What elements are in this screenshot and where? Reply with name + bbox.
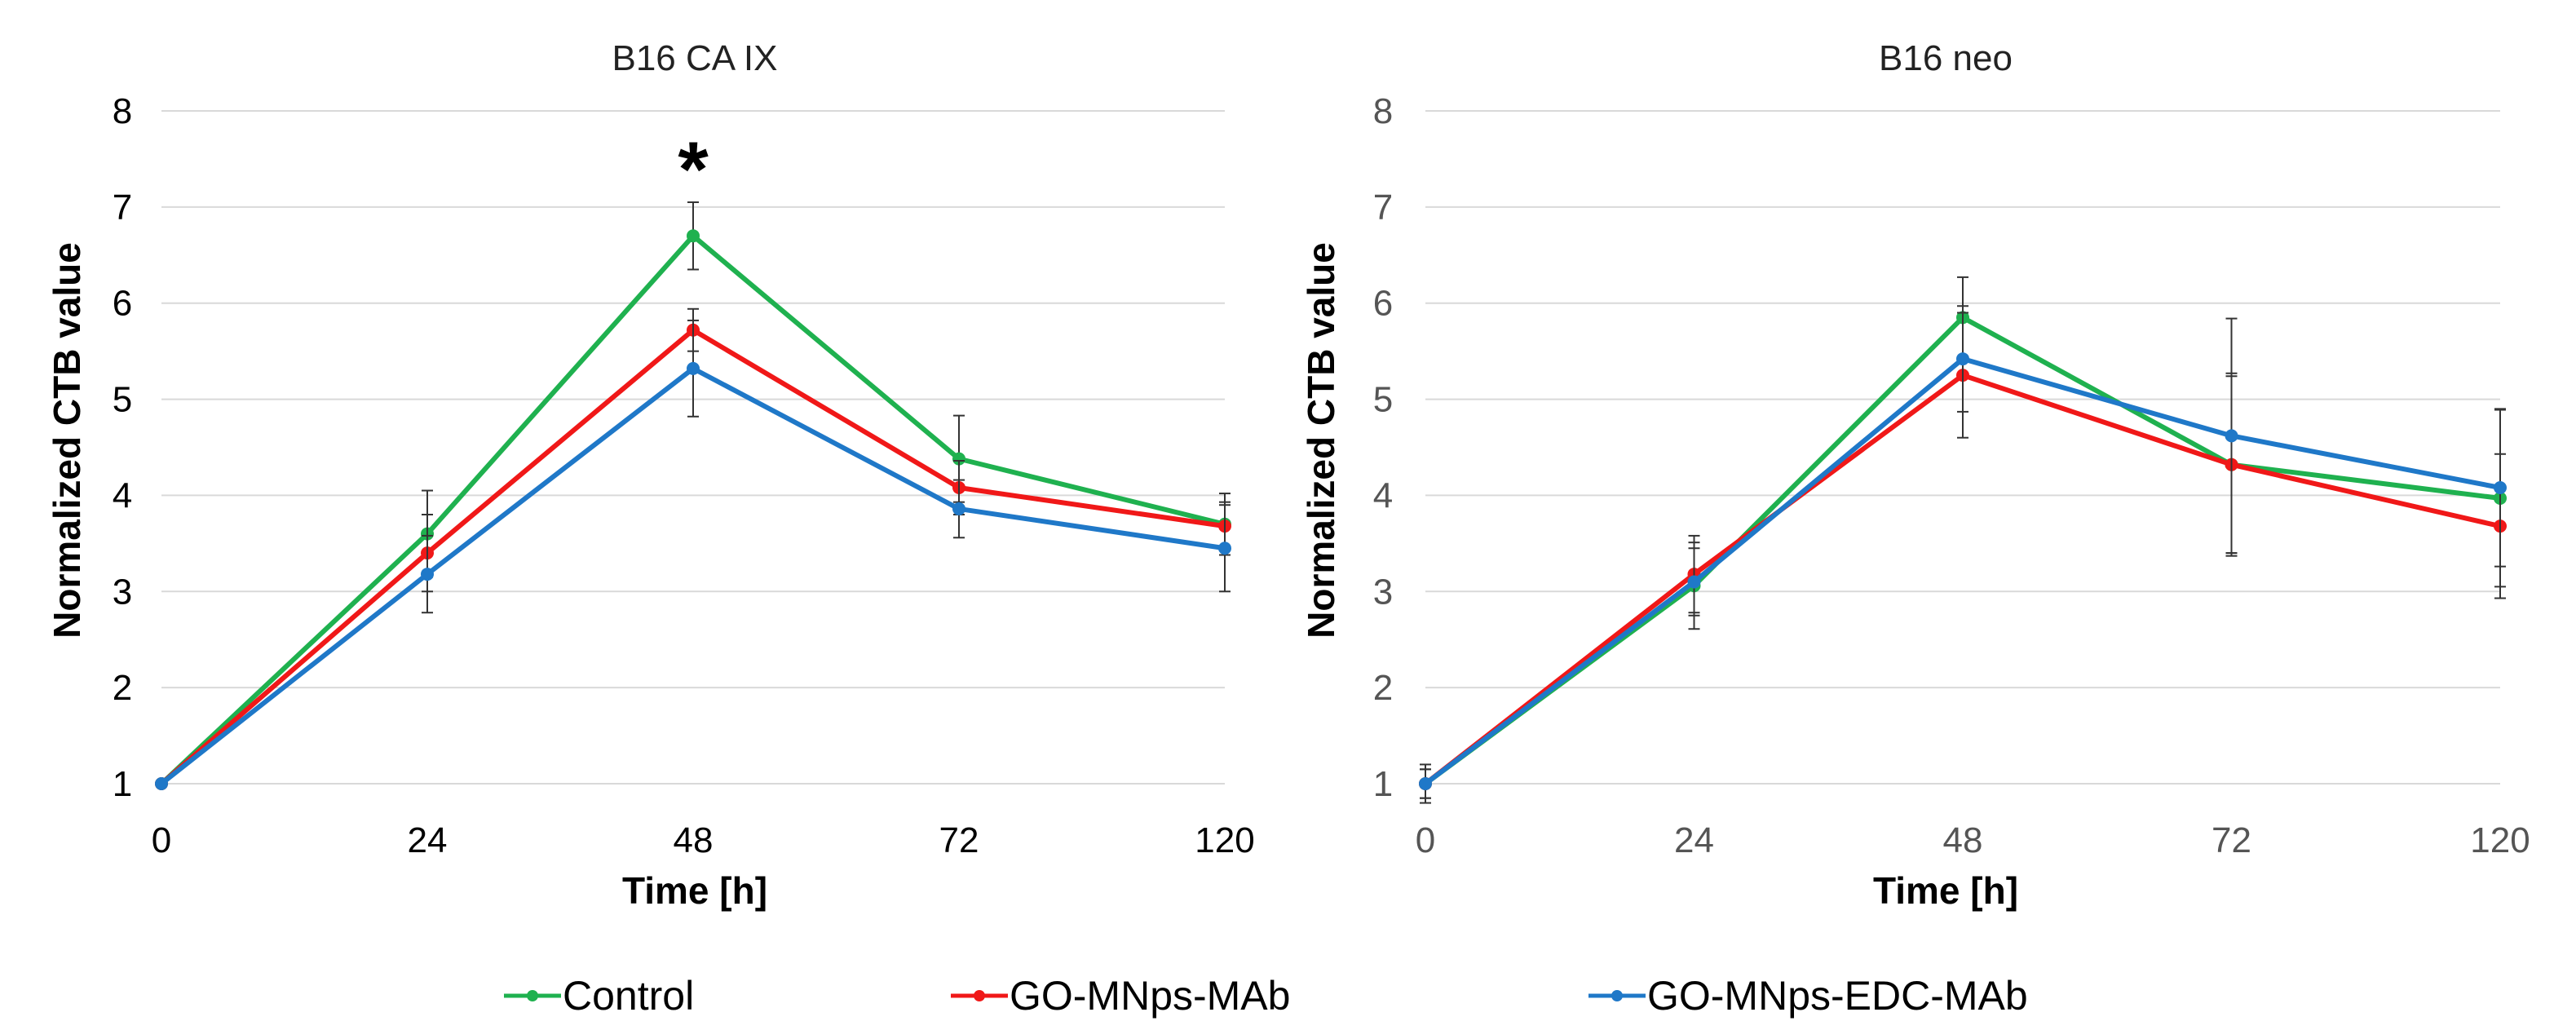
data-point <box>687 229 700 243</box>
legend-item-control: Control <box>504 973 694 1019</box>
x-tick-label: 72 <box>939 820 979 860</box>
y-tick-label: 6 <box>113 284 132 324</box>
data-point <box>952 452 965 466</box>
data-point <box>2494 481 2507 494</box>
y-tick-label: 7 <box>1373 188 1393 228</box>
y-tick-label: 4 <box>1373 475 1393 515</box>
series-layer <box>1419 276 2507 804</box>
legend-marker <box>974 990 985 1001</box>
series-layer <box>155 201 1231 790</box>
y-axis-title: Normalized CTB value <box>46 242 88 639</box>
data-point <box>155 777 168 790</box>
x-tick-label: 0 <box>1416 820 1435 860</box>
x-tick-label: 48 <box>674 820 714 860</box>
chart-title: B16 neo <box>1879 38 2013 78</box>
legend-marker <box>1611 990 1623 1001</box>
x-tick-label: 72 <box>2211 820 2251 860</box>
legend-item-go-mnps-edc-mab: GO-MNps-EDC-MAb <box>1588 973 2028 1019</box>
y-tick-label: 1 <box>113 764 132 804</box>
y-tick-label: 2 <box>1373 668 1393 708</box>
y-tick-label: 5 <box>1373 380 1393 420</box>
x-tick-label: 48 <box>1943 820 1983 860</box>
legend-label: GO-MNps-MAb <box>1010 973 1290 1019</box>
legend: Control GO-MNps-MAb GO-MNps-EDC-MAb <box>504 973 2028 1019</box>
x-tick-label: 24 <box>1674 820 1714 860</box>
y-tick-label: 1 <box>1373 764 1393 804</box>
data-point <box>421 568 434 581</box>
x-tick-label: 120 <box>2470 820 2530 860</box>
chart-b16-neo: 1 2 3 4 5 6 7 8 0 24 48 72 120 B16 neo Time [h] Nor… <box>1300 38 2530 912</box>
data-point <box>2225 429 2238 443</box>
chart-b16-ca-ix: 1 2 3 4 5 6 7 8 0 24 48 72 120 B16 CA IX Time [h] N… <box>46 38 1255 912</box>
legend-marker <box>527 990 538 1001</box>
y-tick-labels: 1 2 3 4 5 6 7 8 <box>113 91 132 804</box>
y-tick-label: 7 <box>113 188 132 228</box>
y-tick-label: 4 <box>113 475 132 515</box>
x-tick-label: 24 <box>408 820 448 860</box>
series-go-mnps-edc-mab <box>1419 305 2507 799</box>
data-point <box>1218 542 1231 555</box>
data-point <box>1687 575 1701 589</box>
y-tick-label: 2 <box>113 668 132 708</box>
y-tick-label: 3 <box>1373 572 1393 612</box>
x-tick-labels: 0 24 48 72 120 <box>1416 820 2530 860</box>
data-point <box>952 502 965 515</box>
y-tick-label: 6 <box>1373 284 1393 324</box>
data-point <box>687 361 700 375</box>
y-tick-label: 8 <box>1373 91 1393 131</box>
legend-item-go-mnps-mab: GO-MNps-MAb <box>951 973 1290 1019</box>
y-tick-label: 3 <box>113 572 132 612</box>
y-tick-label: 5 <box>113 380 132 420</box>
x-axis-title: Time [h] <box>1873 869 2018 912</box>
data-point <box>1956 352 1969 366</box>
x-tick-labels: 0 24 48 72 120 <box>152 820 1255 860</box>
y-tick-label: 8 <box>113 91 132 131</box>
significance-asterisk: * <box>678 126 709 214</box>
y-tick-labels: 1 2 3 4 5 6 7 8 <box>1373 91 1393 804</box>
series-go-mnps-edc-mab <box>155 319 1231 790</box>
data-point <box>1419 777 1432 790</box>
chart-title: B16 CA IX <box>612 38 777 78</box>
x-tick-label: 0 <box>152 820 171 860</box>
legend-label: GO-MNps-EDC-MAb <box>1647 973 2028 1019</box>
y-axis-title: Normalized CTB value <box>1300 242 1342 639</box>
legend-label: Control <box>563 973 694 1019</box>
x-axis-title: Time [h] <box>622 869 767 912</box>
x-tick-label: 120 <box>1195 820 1254 860</box>
